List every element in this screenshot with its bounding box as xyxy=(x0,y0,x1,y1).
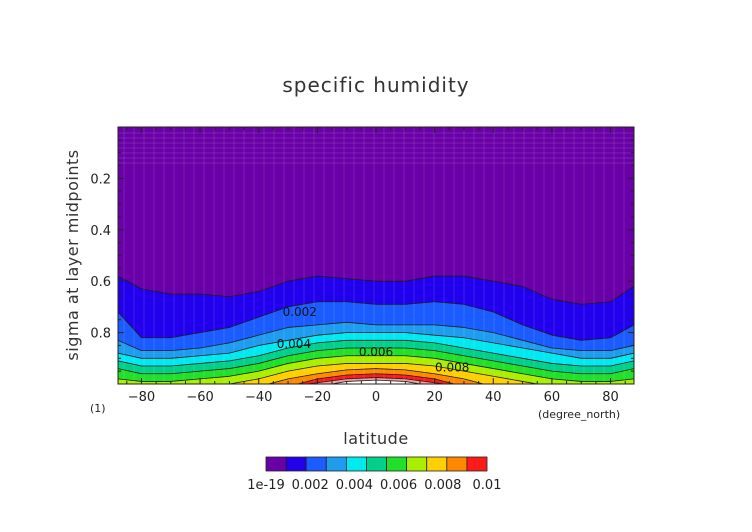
x-tick-label: 60 xyxy=(544,390,561,405)
colorbar-tick-label: 0.01 xyxy=(473,478,502,493)
colorbar-swatch xyxy=(325,456,347,472)
y-tick-label: 0.2 xyxy=(90,172,111,187)
colorbar-swatch xyxy=(386,456,408,472)
y-tick-label: 0.8 xyxy=(90,327,111,342)
colorbar-swatch xyxy=(285,456,307,472)
colorbar-swatch xyxy=(265,456,287,472)
colorbar-tick-label: 0.002 xyxy=(292,478,329,493)
x-axis-label: latitude xyxy=(343,429,408,448)
x-tick-label: −60 xyxy=(186,390,213,405)
x-tick-label: −80 xyxy=(128,390,155,405)
x-tick-label: −20 xyxy=(304,390,331,405)
contour-labels: 0.002 0.004 0.006 0.008 xyxy=(277,305,470,374)
colorbar-swatch xyxy=(345,456,367,472)
colorbar-swatch xyxy=(406,456,428,472)
y-tick-label: 0.6 xyxy=(90,275,111,290)
colorbar-tick-label: 1e-19 xyxy=(247,478,285,493)
y-tick-label: 0.4 xyxy=(90,224,111,239)
contour-label: 0.006 xyxy=(359,345,393,359)
y-axis: 0.2 0.4 0.6 0.8 xyxy=(90,139,634,372)
x-tick-label: 40 xyxy=(485,390,502,405)
colorbar-swatch xyxy=(466,456,488,472)
contour-label: 0.004 xyxy=(277,337,311,351)
x-tick-label: 20 xyxy=(426,390,443,405)
x-units-label: (degree_north) xyxy=(538,408,620,421)
x-tick-label: 0 xyxy=(372,390,380,405)
colorbar-swatch xyxy=(305,456,327,472)
colorbar-tick-label: 0.008 xyxy=(424,478,461,493)
plot-area xyxy=(117,126,635,385)
x-axis: −80 −60 −40 −20 0 20 40 60 80 xyxy=(126,127,626,405)
x-tick-label: 80 xyxy=(602,390,619,405)
chart-title: specific humidity xyxy=(282,73,469,97)
y-axis-label: sigma at layer midpoints xyxy=(63,149,82,360)
colorbar-tick-label: 0.006 xyxy=(380,478,417,493)
y-units-label: (1) xyxy=(90,402,106,415)
colorbar-tick-label: 0.004 xyxy=(336,478,373,493)
colorbar: 1e-19 0.002 0.004 0.006 0.008 0.01 xyxy=(247,456,502,493)
x-tick-label: −40 xyxy=(245,390,272,405)
colorbar-swatch xyxy=(446,456,468,472)
contour-label: 0.002 xyxy=(283,305,317,319)
contour-label: 0.008 xyxy=(435,360,469,374)
colorbar-swatch xyxy=(426,456,448,472)
colorbar-swatch xyxy=(366,456,387,472)
